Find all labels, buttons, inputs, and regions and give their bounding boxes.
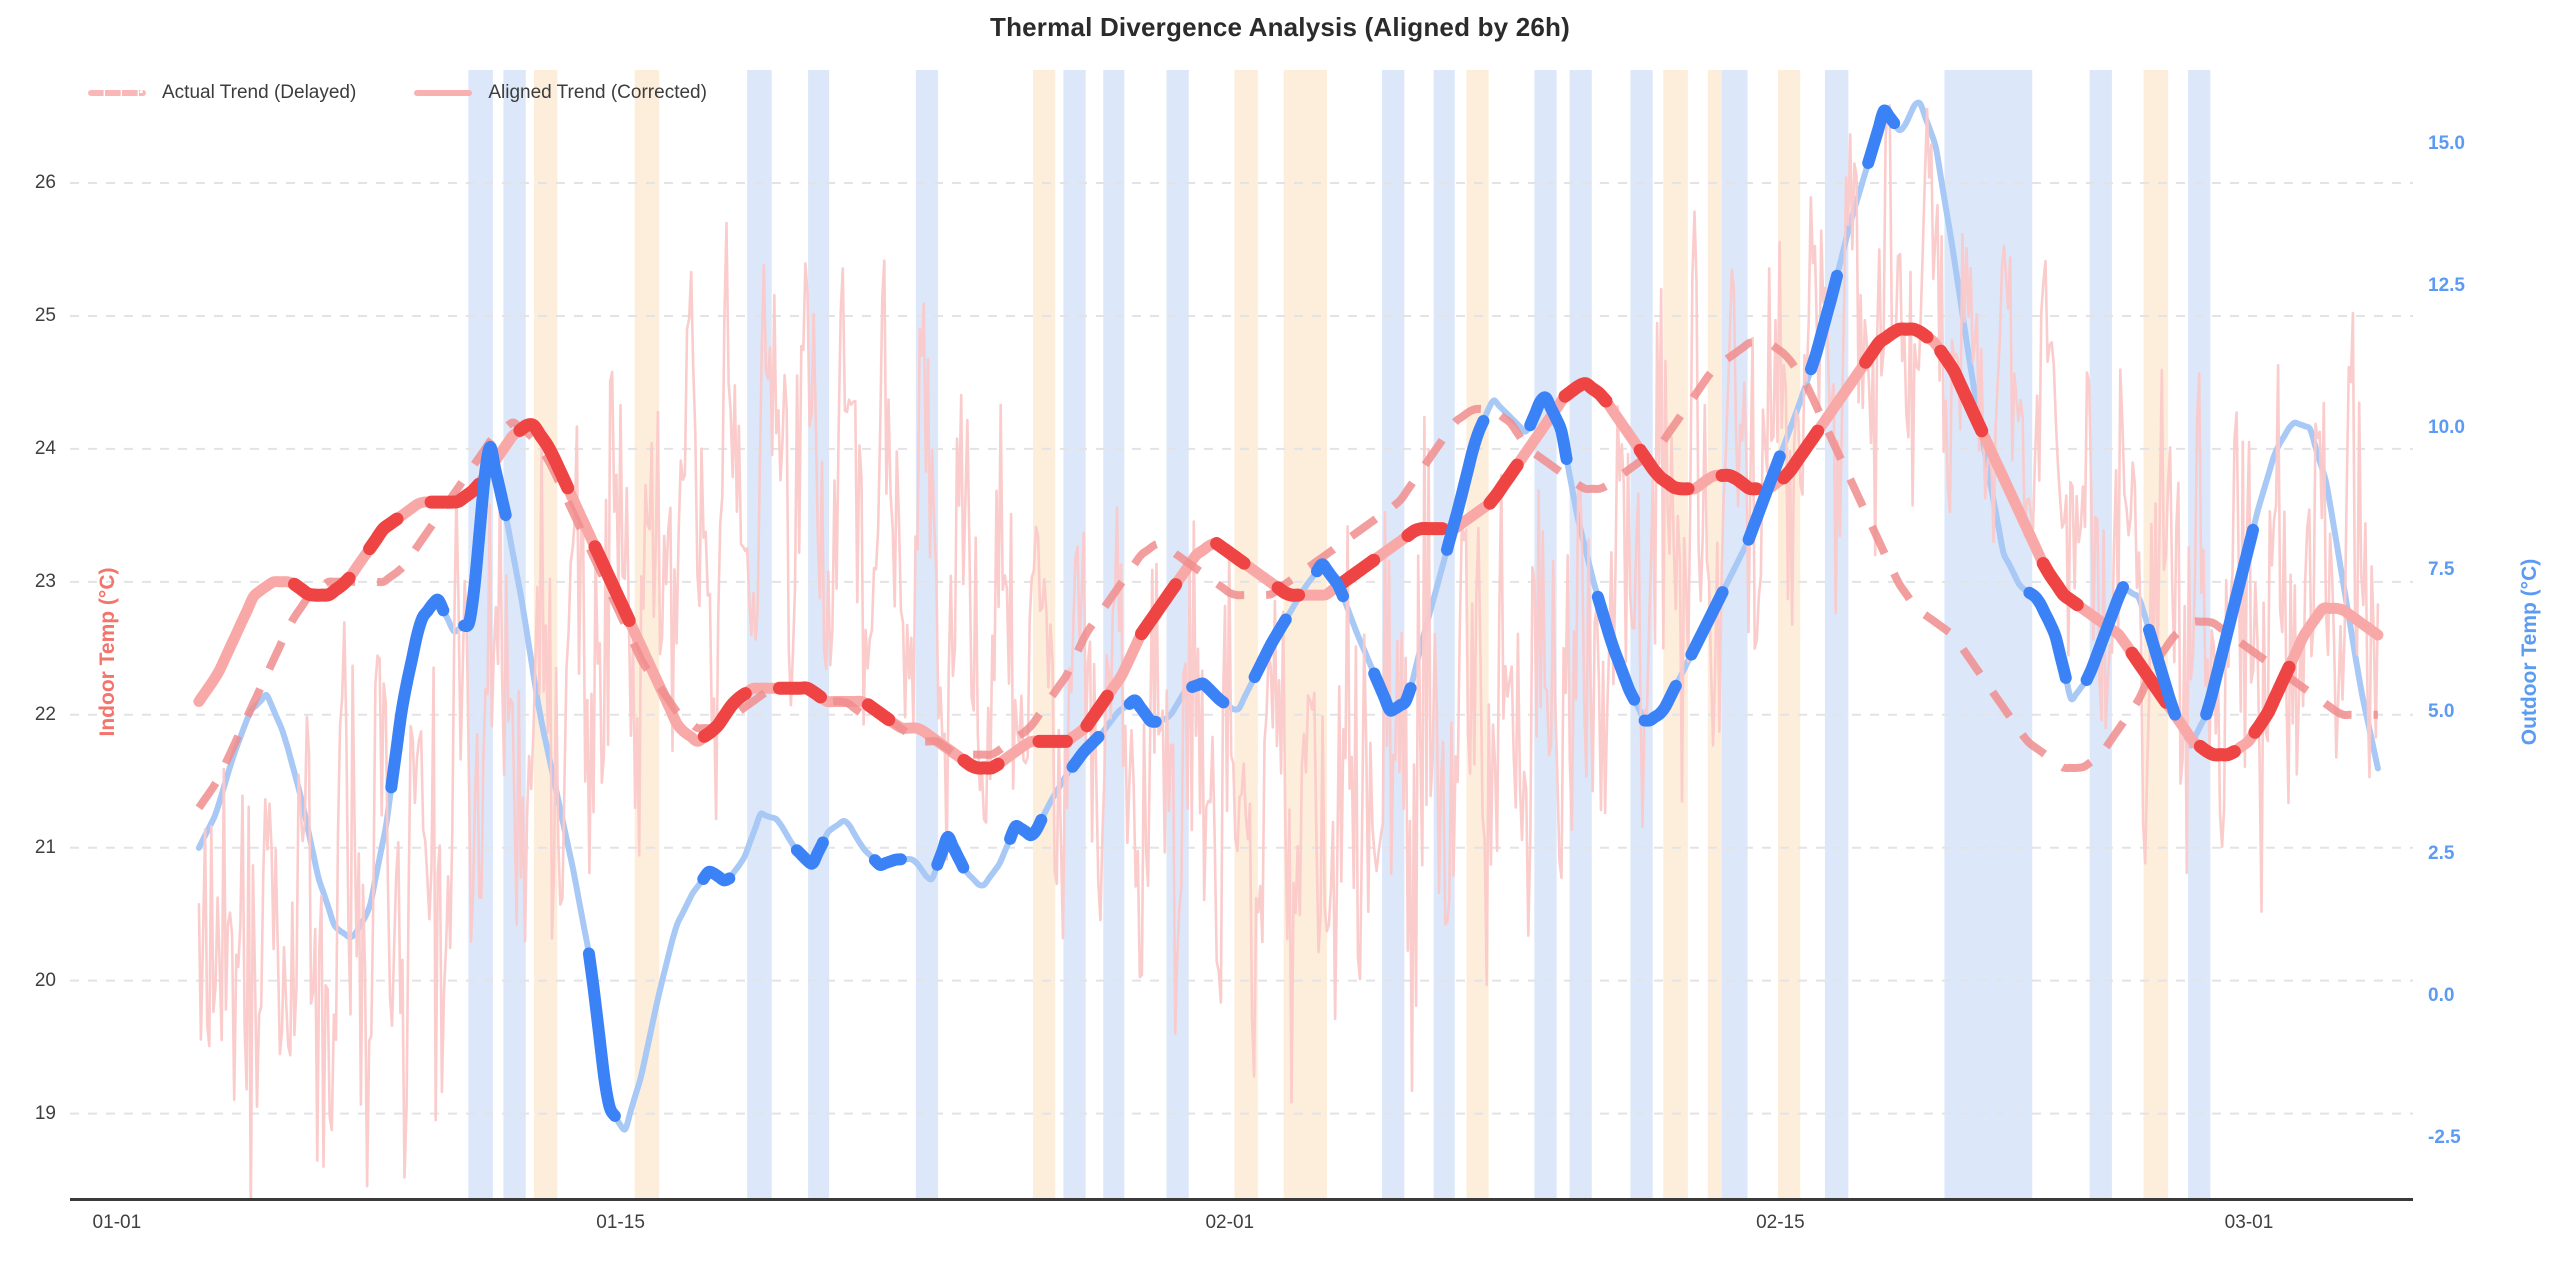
y-tick-right: 12.5 bbox=[2428, 274, 2465, 296]
x-axis-ticks: 01-01 01-15 02-01 02-15 03-01 bbox=[0, 1212, 2560, 1252]
y-tick-left: 23 bbox=[34, 570, 56, 592]
legend-label-aligned-trend: Aligned Trend (Corrected) bbox=[488, 82, 707, 103]
legend-item-actual-trend[interactable]: Actual Trend (Delayed) bbox=[88, 82, 356, 104]
y-tick-right: -2.5 bbox=[2428, 1126, 2461, 1148]
y-tick-left: 24 bbox=[34, 437, 56, 459]
plot-area bbox=[70, 70, 2413, 1200]
legend-item-aligned-trend[interactable]: Aligned Trend (Corrected) bbox=[414, 82, 707, 104]
y-tick-left: 26 bbox=[34, 172, 56, 193]
y-tick-right: 10.0 bbox=[2428, 416, 2465, 438]
x-axis-line bbox=[70, 1198, 2413, 1201]
shaded-bands-group bbox=[468, 70, 2211, 1200]
solid-line-swatch-icon bbox=[414, 90, 473, 96]
x-tick: 01-15 bbox=[596, 1212, 645, 1233]
dashed-line-swatch-icon bbox=[88, 90, 146, 96]
x-tick: 03-01 bbox=[2224, 1212, 2274, 1233]
y-tick-right: 2.5 bbox=[2428, 842, 2455, 864]
y-tick-left: 19 bbox=[34, 1102, 56, 1124]
y-tick-left: 25 bbox=[34, 304, 56, 326]
y-tick-right: 0.0 bbox=[2428, 984, 2455, 1006]
y-axis-right-ticks: -2.5 0.0 2.5 5.0 7.5 10.0 12.5 15.0 bbox=[2428, 0, 2538, 1280]
y-axis-left-title: Indoor Temp (°C) bbox=[96, 567, 119, 737]
plot-svg bbox=[70, 70, 2413, 1200]
chart-legend: Actual Trend (Delayed) Aligned Trend (Co… bbox=[88, 82, 707, 104]
series-group bbox=[193, 99, 2384, 1200]
x-tick: 02-15 bbox=[1756, 1212, 1805, 1233]
y-tick-left: 21 bbox=[34, 836, 56, 858]
y-axis-right-title: Outdoor Temp (°C) bbox=[2518, 558, 2541, 746]
y-tick-right: 5.0 bbox=[2428, 700, 2455, 722]
x-tick: 02-01 bbox=[1205, 1212, 1255, 1233]
y-axis-left-ticks: 19 20 21 22 23 24 25 26 bbox=[0, 0, 56, 1280]
y-tick-right: 15.0 bbox=[2428, 132, 2465, 154]
legend-label-actual-trend: Actual Trend (Delayed) bbox=[162, 82, 357, 103]
y-tick-left: 22 bbox=[34, 703, 56, 725]
y-tick-right: 7.5 bbox=[2428, 558, 2455, 580]
chart-title: Thermal Divergence Analysis (Aligned by … bbox=[989, 12, 1570, 42]
y-tick-left: 20 bbox=[34, 969, 56, 991]
x-tick: 01-01 bbox=[92, 1212, 142, 1233]
